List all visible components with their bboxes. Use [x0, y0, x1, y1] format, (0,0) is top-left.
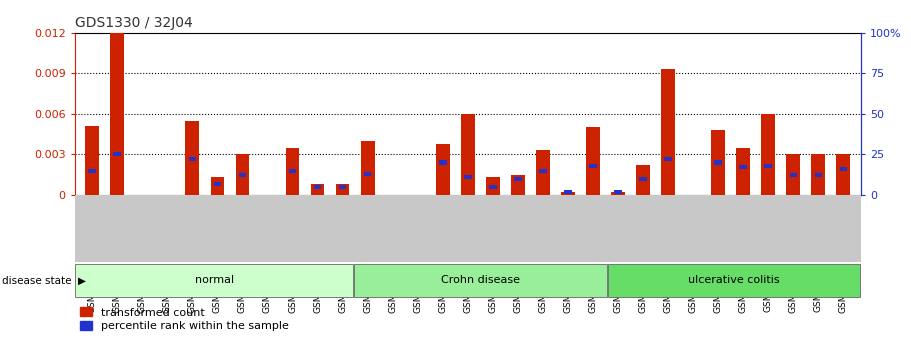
- Bar: [840, 167, 847, 171]
- Bar: [608, 264, 860, 297]
- Bar: [536, 150, 550, 195]
- Text: normal: normal: [195, 275, 234, 285]
- Bar: [611, 192, 625, 195]
- Bar: [589, 164, 597, 168]
- Bar: [511, 175, 525, 195]
- Bar: [439, 160, 446, 165]
- Bar: [714, 160, 722, 165]
- Text: ulcerative colitis: ulcerative colitis: [689, 275, 780, 285]
- Bar: [664, 157, 672, 161]
- Bar: [311, 184, 324, 195]
- Bar: [564, 190, 572, 194]
- Text: disease state  ▶: disease state ▶: [2, 275, 86, 285]
- Bar: [210, 177, 224, 195]
- Bar: [289, 169, 296, 172]
- Bar: [736, 148, 750, 195]
- Bar: [636, 165, 650, 195]
- Bar: [114, 152, 121, 156]
- Bar: [814, 174, 822, 177]
- Bar: [790, 174, 797, 177]
- Text: Crohn disease: Crohn disease: [441, 275, 520, 285]
- Bar: [86, 126, 99, 195]
- Bar: [363, 172, 372, 176]
- Bar: [313, 185, 322, 189]
- Bar: [76, 264, 353, 297]
- Bar: [836, 155, 850, 195]
- Text: GDS1330 / 32J04: GDS1330 / 32J04: [75, 16, 192, 30]
- Bar: [189, 157, 196, 161]
- Bar: [661, 69, 675, 195]
- Bar: [339, 185, 346, 189]
- Bar: [239, 174, 246, 177]
- Bar: [214, 181, 221, 186]
- Bar: [464, 175, 472, 179]
- Bar: [236, 155, 250, 195]
- Bar: [354, 264, 607, 297]
- Bar: [461, 114, 475, 195]
- Bar: [586, 127, 599, 195]
- Bar: [740, 165, 747, 169]
- Bar: [489, 185, 496, 189]
- Bar: [514, 177, 522, 181]
- Bar: [640, 177, 647, 181]
- Bar: [336, 184, 350, 195]
- Bar: [361, 141, 374, 195]
- Bar: [186, 121, 200, 195]
- Bar: [711, 130, 725, 195]
- Bar: [561, 192, 575, 195]
- Bar: [539, 169, 547, 172]
- Bar: [88, 169, 96, 172]
- Bar: [764, 164, 772, 168]
- Bar: [110, 33, 124, 195]
- Bar: [614, 190, 622, 194]
- Bar: [762, 114, 775, 195]
- Bar: [286, 148, 300, 195]
- Bar: [435, 144, 450, 195]
- Bar: [812, 155, 825, 195]
- Bar: [786, 155, 800, 195]
- Bar: [486, 177, 500, 195]
- Legend: transformed count, percentile rank within the sample: transformed count, percentile rank withi…: [80, 307, 290, 331]
